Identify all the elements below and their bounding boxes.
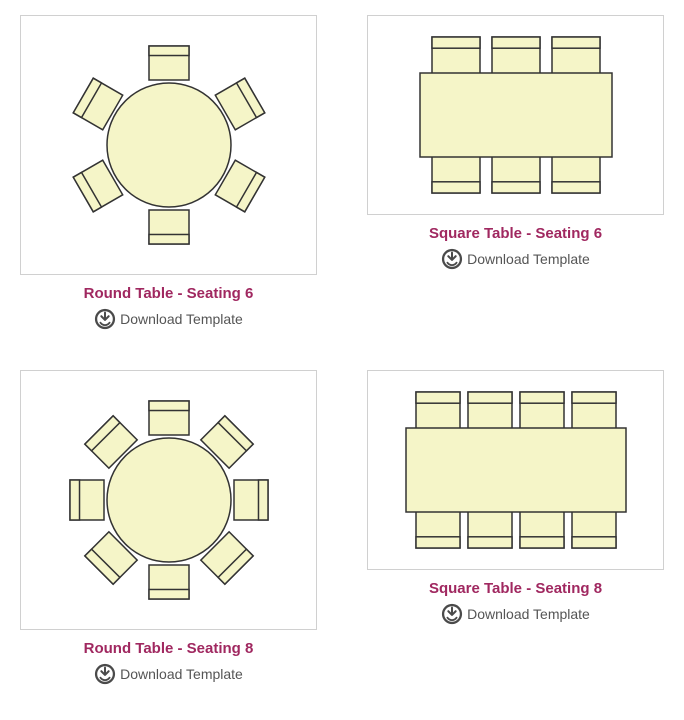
- round-table-diagram: [29, 370, 309, 630]
- diagram-frame: [367, 370, 664, 570]
- download-label: Download Template: [467, 251, 590, 267]
- template-card: Round Table - Seating 8 Download Templat…: [20, 370, 317, 685]
- download-icon: [94, 308, 116, 330]
- template-title: Round Table - Seating 6: [84, 285, 254, 302]
- template-title: Round Table - Seating 8: [84, 640, 254, 657]
- template-title: Square Table - Seating 6: [429, 225, 602, 242]
- download-link[interactable]: Download Template: [441, 248, 590, 270]
- download-link[interactable]: Download Template: [94, 308, 243, 330]
- diagram-frame: [20, 15, 317, 275]
- round-table-diagram: [29, 15, 309, 275]
- download-label: Download Template: [467, 606, 590, 622]
- diagram-frame: [367, 15, 664, 215]
- download-icon: [441, 603, 463, 625]
- template-card: Round Table - Seating 6 Download Templat…: [20, 15, 317, 330]
- rect-table-diagram: [381, 15, 651, 215]
- template-card: Square Table - Seating 8 Download Templa…: [367, 370, 664, 685]
- rect-table-diagram: [381, 370, 651, 570]
- template-card: Square Table - Seating 6 Download Templa…: [367, 15, 664, 330]
- download-icon: [441, 248, 463, 270]
- download-link[interactable]: Download Template: [441, 603, 590, 625]
- diagram-frame: [20, 370, 317, 630]
- download-link[interactable]: Download Template: [94, 663, 243, 685]
- download-label: Download Template: [120, 311, 243, 327]
- download-icon: [94, 663, 116, 685]
- template-title: Square Table - Seating 8: [429, 580, 602, 597]
- download-label: Download Template: [120, 666, 243, 682]
